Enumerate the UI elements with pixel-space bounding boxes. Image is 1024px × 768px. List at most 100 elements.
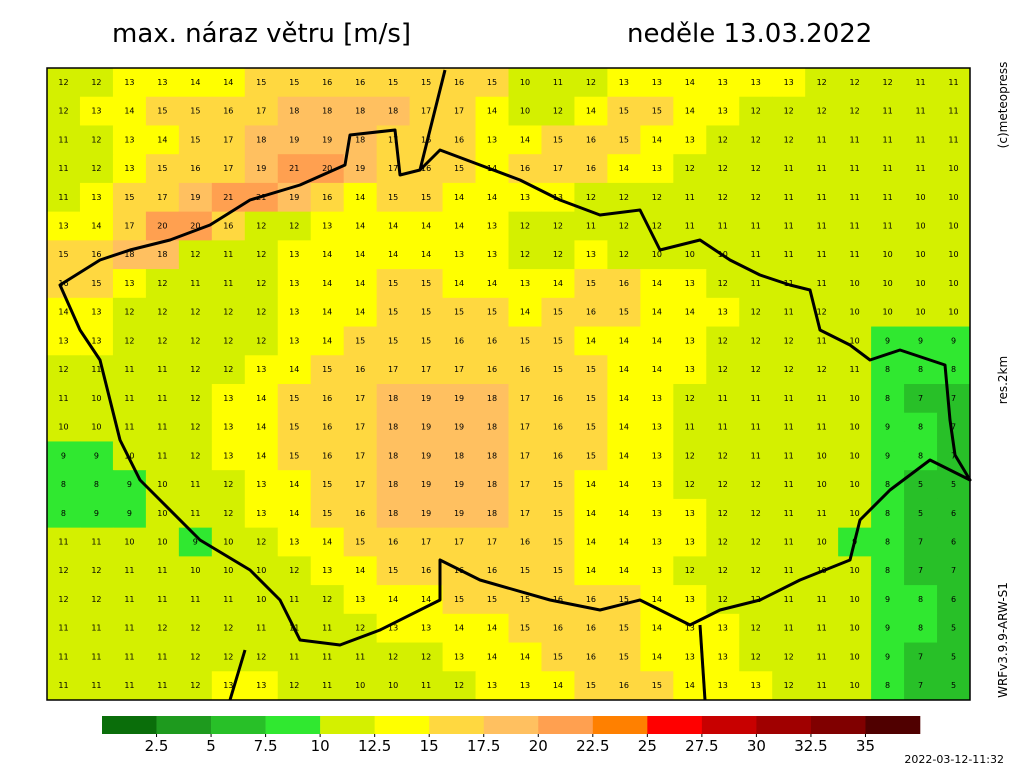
wind-cell [145, 297, 180, 328]
wind-cell [673, 68, 707, 98]
wind-cell [706, 326, 740, 356]
wind-value: 12 [718, 595, 728, 604]
wind-cell [805, 182, 839, 213]
wind-cell [343, 355, 378, 385]
wind-cell [508, 269, 542, 299]
wind-value: 12 [652, 193, 662, 202]
wind-value: 12 [190, 451, 200, 460]
wind-cell [244, 68, 279, 98]
wind-cell [178, 125, 213, 155]
wind-cell [904, 96, 938, 126]
wind-cell [871, 613, 905, 644]
wind-value: 14 [586, 538, 596, 547]
wind-value: 15 [619, 107, 629, 116]
wind-value: 16 [487, 336, 497, 345]
wind-value: 8 [885, 480, 890, 489]
wind-cell [673, 96, 707, 126]
wind-cell [640, 412, 674, 442]
wind-value: 15 [553, 509, 563, 518]
wind-cell [47, 326, 81, 356]
colorbar-label: 2.5 [145, 737, 169, 755]
wind-value: 8 [61, 509, 66, 518]
wind-cell [475, 182, 509, 213]
wind-cell [871, 556, 905, 586]
wind-value: 12 [223, 365, 233, 374]
wind-value: 13 [652, 451, 662, 460]
wind-cell [871, 68, 905, 98]
wind-cell [277, 384, 312, 414]
wind-cell [607, 470, 641, 500]
wind-cell [574, 470, 608, 500]
wind-cell [145, 613, 180, 644]
wind-cell [145, 96, 180, 126]
wind-value: 14 [652, 308, 662, 317]
wind-value: 18 [388, 394, 398, 403]
border-line [418, 69, 447, 171]
wind-cell [607, 125, 641, 155]
wind-cell [244, 211, 279, 241]
wind-value: 7 [918, 394, 923, 403]
wind-value: 11 [124, 566, 134, 575]
wind-cell [541, 326, 575, 356]
wind-value: 8 [885, 538, 890, 547]
wind-value: 14 [619, 164, 629, 173]
wind-value: 12 [784, 681, 794, 690]
wind-value: 19 [322, 135, 332, 144]
wind-value: 13 [322, 566, 332, 575]
wind-cell [739, 211, 773, 241]
wind-value: 16 [223, 222, 233, 231]
wind-value: 13 [91, 193, 101, 202]
wind-value: 11 [157, 451, 167, 460]
wind-cell [343, 671, 378, 701]
wind-cell [904, 642, 938, 672]
wind-cell [211, 240, 246, 270]
wind-value: 11 [58, 681, 68, 690]
wind-value: 9 [94, 451, 99, 460]
wind-cell [409, 326, 444, 356]
wind-value: 15 [553, 308, 563, 317]
wind-value: 17 [520, 480, 530, 489]
wind-value: 13 [652, 538, 662, 547]
wind-cell [376, 556, 411, 586]
wind-value: 11 [421, 681, 431, 690]
wind-value: 13 [685, 509, 695, 518]
wind-cell [574, 297, 608, 328]
wind-cell [277, 326, 312, 356]
wind-value: 15 [586, 681, 596, 690]
wind-cell [442, 68, 477, 98]
wind-value: 10 [850, 423, 860, 432]
wind-cell [673, 125, 707, 155]
wind-value: 18 [355, 135, 365, 144]
wind-value: 19 [289, 193, 299, 202]
wind-value: 15 [91, 279, 101, 288]
wind-value: 19 [289, 135, 299, 144]
wind-value: 12 [751, 107, 761, 116]
wind-value: 11 [124, 681, 134, 690]
wind-cell [508, 412, 542, 442]
wind-cell [508, 498, 542, 529]
wind-value: 14 [586, 336, 596, 345]
wind-cell [739, 671, 773, 701]
wind-value: 16 [586, 135, 596, 144]
wind-cell [640, 470, 674, 500]
wind-value: 14 [619, 538, 629, 547]
wind-value: 11 [124, 394, 134, 403]
wind-value: 11 [817, 423, 827, 432]
wind-value: 13 [421, 624, 431, 633]
wind-value: 11 [58, 164, 68, 173]
wind-cell [607, 412, 641, 442]
wind-value: 11 [817, 595, 827, 604]
wind-cell [739, 297, 773, 328]
wind-value: 12 [256, 222, 266, 231]
wind-value: 10 [850, 279, 860, 288]
wind-value: 13 [256, 681, 266, 690]
border-line [698, 624, 707, 701]
wind-cell [541, 470, 575, 500]
wind-cell [937, 211, 971, 241]
wind-value: 15 [586, 423, 596, 432]
wind-cell [409, 412, 444, 442]
wind-cell [574, 441, 608, 471]
wind-value: 16 [586, 595, 596, 604]
wind-cell [772, 355, 806, 385]
wind-value: 20 [190, 222, 200, 231]
